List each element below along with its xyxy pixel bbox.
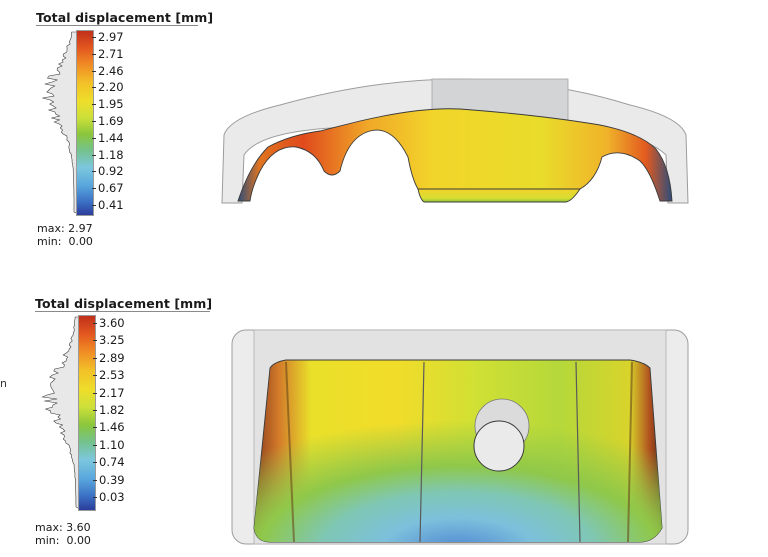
- color-scale-tick-mark: [93, 427, 97, 429]
- deformed-hole: [473, 420, 525, 472]
- color-scale-tick-mark: [93, 392, 97, 394]
- deformed-part-lower: [417, 188, 581, 203]
- legend-title: Total displacement [mm]: [36, 10, 214, 25]
- color-scale-tick-label: 2.53: [99, 368, 125, 383]
- color-scale-tick-mark: [93, 357, 97, 359]
- color-scale-tick-label: 2.46: [98, 63, 124, 78]
- color-scale-tick-label: 0.92: [98, 164, 124, 179]
- color-scale-tick-label: 0.03: [99, 490, 125, 504]
- color-scale-tick-mark: [92, 70, 96, 72]
- color-scale-tick-mark: [92, 87, 96, 89]
- clipped-label-fragment: n: [0, 377, 7, 390]
- color-scale-tick-mark: [93, 462, 97, 464]
- color-scale-tick-label: 1.10: [99, 437, 125, 452]
- color-scale-tick-label: 1.82: [99, 403, 125, 417]
- color-scale-tick-mark: [92, 137, 96, 139]
- color-scale-tick-label: 0.67: [98, 181, 124, 196]
- max-value: max: 3.60: [35, 521, 91, 534]
- edge-line-right: [627, 361, 633, 543]
- color-scale-tick-label: 2.20: [98, 80, 124, 95]
- color-scale-tick-label: 1.44: [98, 130, 124, 145]
- color-scale-tick-label: 2.17: [99, 385, 125, 400]
- min-value: min: 0.00: [35, 534, 91, 547]
- color-scale-bar: [76, 30, 94, 216]
- legend-title-rule: [35, 311, 210, 312]
- min-value: min: 0.00: [37, 235, 93, 248]
- color-scale-tick-label: 3.25: [99, 333, 125, 348]
- fold-line-right: [575, 361, 581, 543]
- histogram-bars: [41, 316, 81, 510]
- color-scale-tick-label: 1.95: [98, 97, 124, 112]
- edge-line-left: [285, 361, 295, 543]
- color-scale-tick-mark: [93, 497, 97, 498]
- color-scale-tick-mark: [93, 375, 97, 377]
- histogram-bars: [42, 31, 79, 215]
- deformed-model-view: [231, 329, 689, 545]
- color-scale-tick-mark: [92, 154, 96, 156]
- color-scale-tick-label: 0.74: [99, 455, 125, 470]
- color-scale-tick-mark: [92, 121, 96, 122]
- color-scale-tick-label: 2.89: [99, 350, 125, 365]
- color-scale-tick-mark: [92, 205, 96, 206]
- color-scale-tick-mark: [93, 323, 97, 324]
- color-scale-tick-mark: [93, 444, 97, 446]
- max-value: max: 2.97: [37, 222, 93, 235]
- color-scale-tick-mark: [92, 37, 96, 38]
- color-scale-tick-label: 0.41: [98, 198, 124, 212]
- legend-title: Total displacement [mm]: [35, 296, 213, 311]
- color-scale-tick-mark: [93, 479, 97, 481]
- color-scale-tick-label: 2.97: [98, 30, 124, 44]
- displacement-panel-top: Total displacement [mm] 2.97 2.71 2.46 2.20…: [0, 0, 768, 270]
- color-scale-tick-mark: [92, 171, 96, 173]
- color-scale-tick-label: 1.18: [98, 147, 124, 162]
- deformed-surface-low-zone: [254, 368, 662, 542]
- color-scale-tick-label: 0.39: [99, 472, 125, 487]
- color-scale-tick-mark: [93, 340, 97, 342]
- color-scale-tick-mark: [92, 188, 96, 190]
- color-scale-tick-mark: [92, 53, 96, 55]
- color-scale-bar: [78, 315, 96, 511]
- deformed-model-view: [221, 78, 689, 204]
- color-scale-tick-label: 1.46: [99, 420, 125, 435]
- histogram-plot: [42, 31, 79, 215]
- color-scale-tick-mark: [93, 410, 97, 411]
- color-scale-tick-label: 1.69: [98, 114, 124, 128]
- color-scale-tick-label: 2.71: [98, 46, 124, 61]
- histogram-plot: [41, 316, 81, 510]
- color-scale-tick-label: 3.60: [99, 316, 125, 330]
- fold-line-left: [419, 361, 425, 543]
- displacement-panel-bottom: Total displacement [mm] 3.60 3.25 2.89 2.53…: [0, 290, 768, 557]
- legend-title-rule: [36, 25, 198, 26]
- color-scale-tick-mark: [92, 104, 96, 106]
- deformed-part-upper: [237, 108, 673, 202]
